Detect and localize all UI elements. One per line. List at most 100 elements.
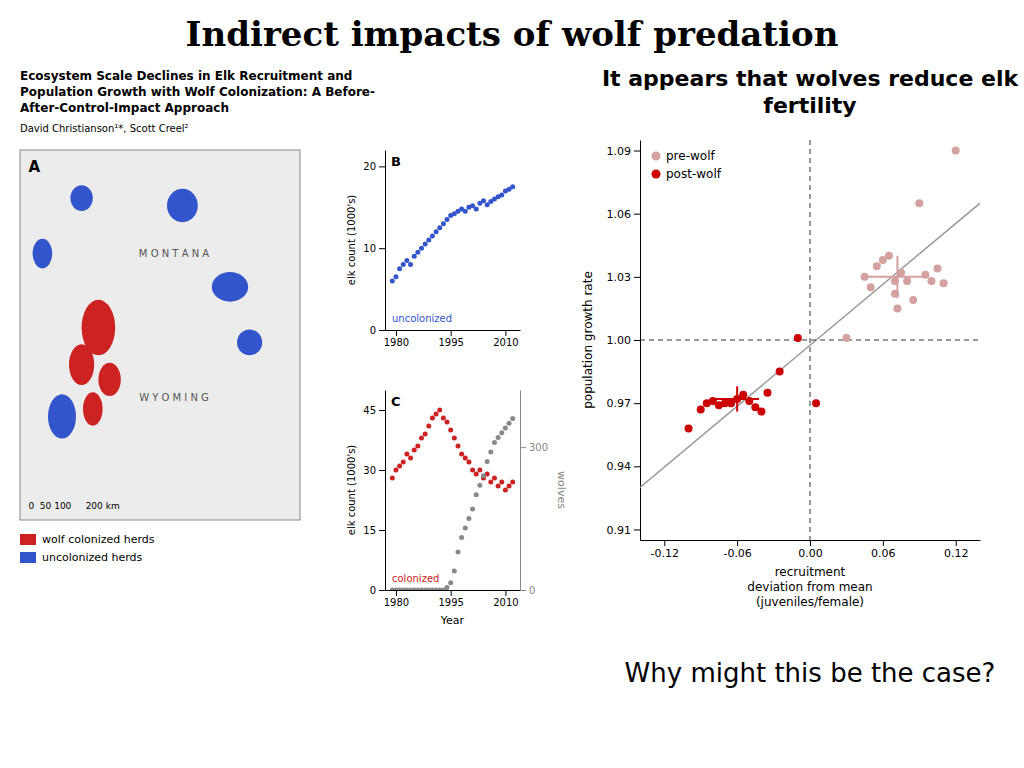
point	[507, 484, 512, 489]
subtitle: It appears that wolves reduce elkfertili…	[602, 66, 1020, 118]
point	[434, 412, 439, 417]
tick: 30	[363, 465, 385, 476]
point	[927, 277, 935, 285]
point-series	[390, 408, 515, 493]
tick-mark	[451, 590, 452, 596]
tick-mark	[634, 340, 640, 341]
herd	[83, 392, 103, 425]
point	[503, 426, 508, 431]
tick-mark	[451, 330, 452, 336]
herd	[167, 189, 198, 222]
point	[412, 254, 417, 259]
plot-area	[390, 408, 515, 591]
tick-mark	[396, 590, 397, 596]
tick: 1.00	[607, 334, 641, 347]
text-line: fertility	[763, 93, 856, 118]
tick-mark	[634, 466, 640, 467]
point	[459, 535, 464, 540]
tick: -0.12	[651, 540, 679, 560]
point	[415, 250, 420, 255]
point	[423, 242, 428, 247]
tick-label: 0.94	[607, 460, 632, 473]
legend-label: wolf colonized herds	[42, 533, 155, 546]
point	[739, 391, 747, 399]
point	[415, 444, 420, 449]
point	[499, 480, 504, 485]
point	[408, 456, 413, 461]
point	[488, 449, 493, 454]
point	[481, 473, 486, 478]
herd	[48, 394, 76, 438]
tick-label: 1.03	[607, 271, 632, 284]
point	[455, 444, 460, 449]
tick-label: 0	[370, 325, 376, 336]
point	[510, 184, 515, 189]
tick: 1.09	[607, 145, 641, 158]
point	[685, 424, 693, 432]
point	[390, 278, 395, 283]
legend-swatch	[20, 534, 36, 545]
tick-label: -0.12	[651, 547, 679, 560]
tick-label: 0.06	[871, 547, 896, 560]
tick-label: 0	[529, 585, 535, 596]
tick-mark	[634, 151, 640, 152]
tick-mark	[379, 470, 385, 471]
legend-label: pre-wolf	[666, 149, 715, 163]
point	[459, 452, 464, 457]
axis-line	[386, 330, 521, 331]
point-series	[390, 416, 515, 590]
legend-swatch	[652, 170, 661, 179]
point	[393, 468, 398, 473]
tick-mark	[379, 530, 385, 531]
paper-title: Ecosystem Scale Declines in Elk Recruitm…	[20, 69, 375, 115]
point	[873, 262, 881, 270]
tick: 0	[520, 585, 535, 596]
bottom-text: Why might this be the case?	[625, 658, 996, 688]
x-axis-title: recruitmentdeviation from mean(juveniles…	[747, 565, 872, 609]
point	[474, 472, 479, 477]
herd-series	[69, 300, 121, 426]
tick-label: 0.12	[944, 547, 969, 560]
tick-label: 1980	[384, 337, 409, 348]
plot-area	[33, 185, 263, 438]
point	[455, 549, 460, 554]
point	[915, 199, 923, 207]
point	[485, 459, 490, 464]
map-annotation: 0 50 100 200 km	[28, 501, 119, 511]
mean-error-y	[896, 256, 898, 298]
text-line: recruitment	[775, 565, 846, 579]
text-line: deviation from mean	[747, 580, 872, 594]
point	[903, 277, 911, 285]
point	[909, 296, 917, 304]
tick-label: 1.00	[607, 334, 632, 347]
point	[412, 448, 417, 453]
point	[441, 221, 446, 226]
point	[867, 283, 875, 291]
tick-mark	[505, 330, 506, 336]
point	[397, 266, 402, 271]
tick-mark	[634, 277, 640, 278]
title: Indirect impacts of wolf predation	[186, 14, 839, 54]
legend-item: uncolonized herds	[20, 551, 143, 564]
point	[466, 460, 471, 465]
point	[448, 580, 453, 585]
line-series	[640, 203, 980, 487]
reference-line	[810, 140, 811, 540]
point	[434, 229, 439, 234]
point	[448, 428, 453, 433]
tick: 45	[363, 405, 385, 416]
point	[419, 246, 424, 251]
tick: 1995	[438, 330, 463, 348]
legend-swatch	[652, 152, 661, 161]
tick: 0	[370, 585, 385, 596]
point	[397, 464, 402, 469]
point	[474, 492, 479, 497]
tick-mark	[664, 540, 665, 546]
tick-mark	[737, 540, 738, 546]
herd	[70, 185, 92, 211]
point	[697, 405, 705, 413]
tick: 15	[363, 525, 385, 536]
text-line: Population Growth with Wolf Colonization…	[20, 85, 375, 99]
tick-mark	[634, 214, 640, 215]
point	[404, 258, 409, 263]
